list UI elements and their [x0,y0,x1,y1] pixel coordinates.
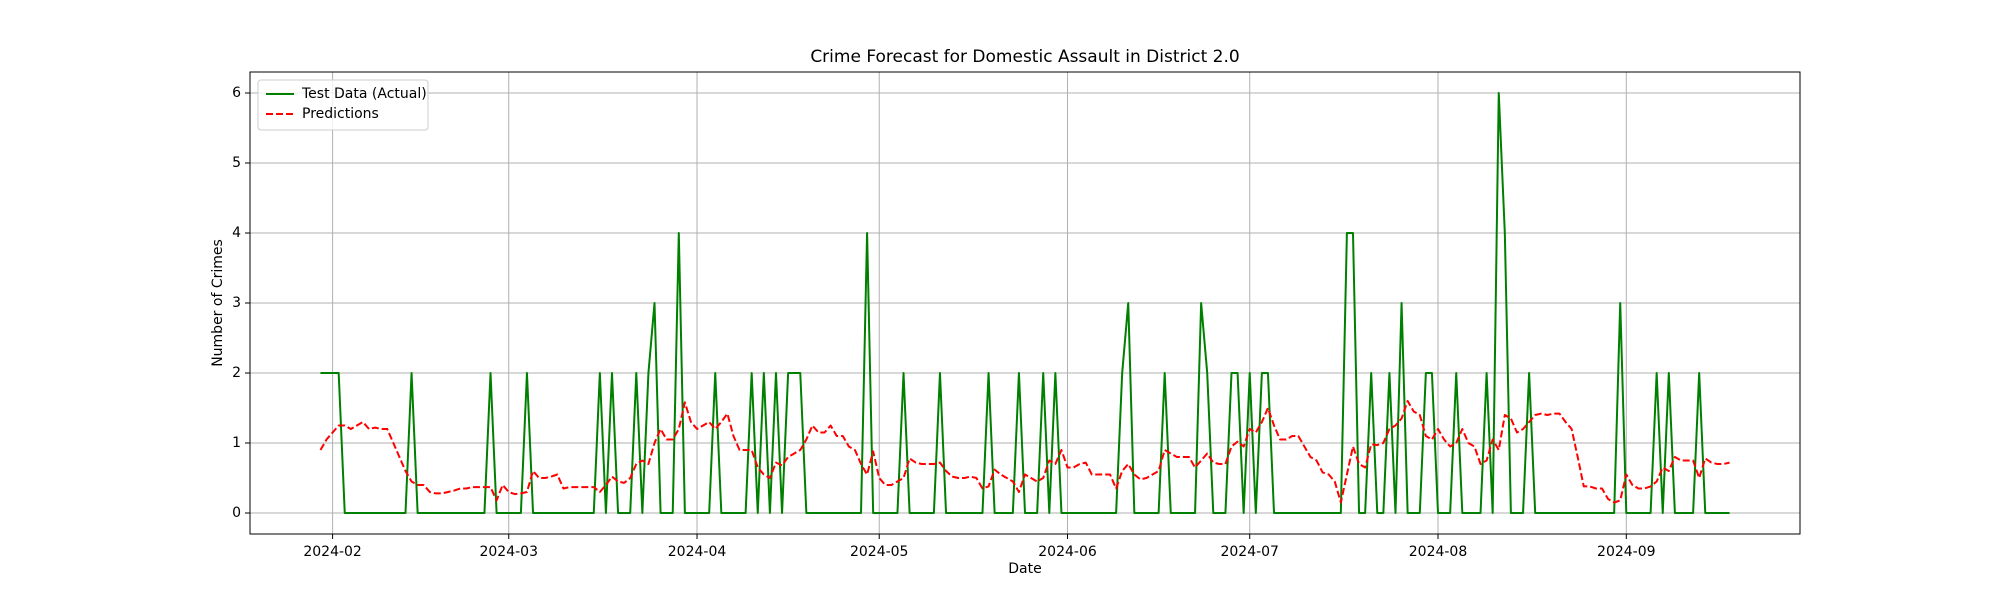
x-tick-label: 2024-05 [850,544,909,560]
y-tick-label: 3 [232,295,241,311]
y-tick-label: 2 [232,365,241,381]
y-tick-label: 0 [232,505,241,521]
x-tick-label: 2024-07 [1220,544,1279,560]
x-tick-label: 2024-02 [303,544,362,560]
x-axis-label: Date [1008,561,1041,577]
legend-label: Predictions [302,106,379,122]
y-tick-label: 5 [232,155,241,171]
plot-frame [249,71,1801,535]
y-tick-label: 4 [232,225,241,241]
y-tick-label: 1 [232,435,241,451]
x-tick-label: 2024-03 [479,544,538,560]
x-tick-label: 2024-06 [1038,544,1097,560]
series-line [320,92,1730,514]
x-tick-label: 2024-08 [1409,544,1468,560]
chart-title: Crime Forecast for Domestic Assault in D… [810,47,1239,67]
x-tick-label: 2024-04 [668,544,727,560]
y-tick-label: 6 [232,85,241,101]
legend-label: Test Data (Actual) [301,86,427,102]
y-axis-label: Number of Crimes [210,239,226,367]
x-tick-label: 2024-09 [1597,544,1656,560]
series-line [319,400,1730,504]
legend-box [257,79,429,131]
